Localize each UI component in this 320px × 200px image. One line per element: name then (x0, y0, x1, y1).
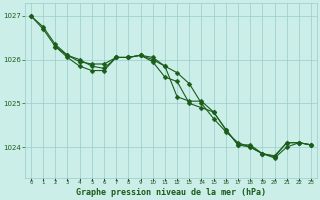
X-axis label: Graphe pression niveau de la mer (hPa): Graphe pression niveau de la mer (hPa) (76, 188, 266, 197)
